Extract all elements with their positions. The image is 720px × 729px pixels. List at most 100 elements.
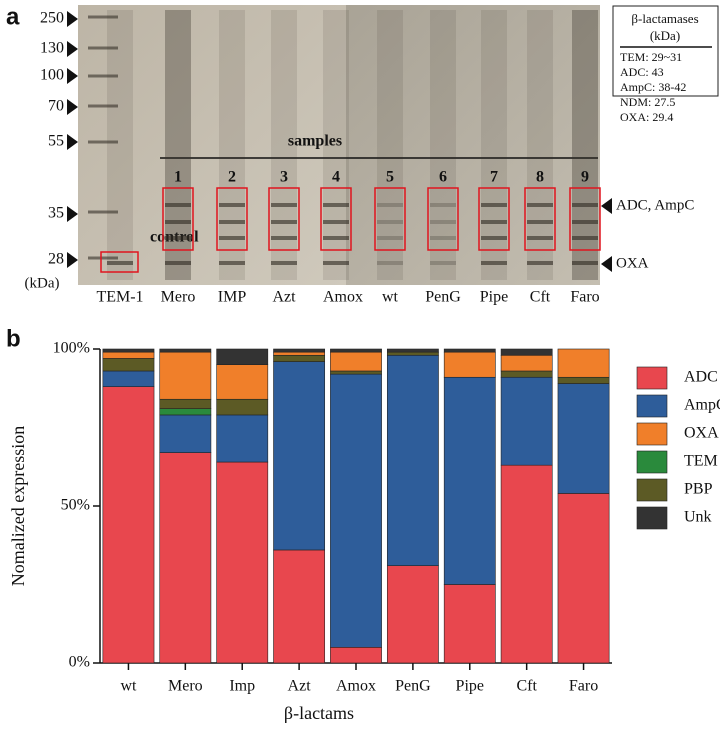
bar-segment [216, 364, 269, 400]
gel-band [481, 261, 507, 265]
marker-label: 250 [40, 10, 64, 27]
sample-number: 5 [386, 169, 394, 186]
gel-band [165, 236, 191, 240]
bar-segment [330, 370, 382, 375]
bar-segment [500, 370, 553, 378]
gel-legend-entry: NDM: 27.5 [620, 95, 675, 109]
gel-band [481, 203, 507, 207]
bar-segment [386, 354, 439, 566]
legend-swatch [636, 450, 668, 474]
bar-segment [443, 376, 496, 585]
sample-number: 2 [228, 169, 236, 186]
x-tick-label: wt [120, 678, 137, 695]
sample-number: 9 [581, 169, 589, 186]
legend-label: OXA [684, 425, 719, 442]
x-axis-label: β-lactams [284, 703, 354, 723]
y-axis-label: Nomalized expression [8, 426, 28, 586]
lane-box [569, 187, 601, 251]
x-tick-label: Cft [516, 678, 537, 695]
bar-segment [159, 414, 212, 453]
marker-arrow [67, 252, 78, 268]
panel-label: b [6, 325, 21, 352]
bar-segment [557, 376, 610, 384]
bar-segment [386, 348, 439, 353]
lane-box [268, 187, 300, 251]
sample-number: 6 [439, 169, 447, 186]
gel-band [527, 261, 553, 265]
band-arrow [601, 256, 612, 272]
gel-band [481, 220, 507, 224]
gel-band [572, 236, 598, 240]
gel-band [107, 261, 133, 265]
panel-label: a [6, 3, 20, 30]
bar-segment [386, 351, 439, 356]
lane-label: TEM-1 [96, 289, 143, 306]
gel-band [165, 203, 191, 207]
legend-label: Unk [684, 509, 712, 526]
bar-segment [557, 383, 610, 494]
x-tick-label: Pipe [456, 678, 484, 695]
bar-segment [443, 584, 496, 664]
x-tick-label: Amox [336, 678, 376, 695]
band-arrow [601, 198, 612, 214]
control-box [100, 251, 139, 273]
gel-band [527, 220, 553, 224]
lane-smear [219, 10, 245, 280]
bar-segment [102, 351, 155, 359]
bar-segment [273, 549, 326, 664]
bar-segment [102, 358, 155, 372]
gel-legend-entry: ADC: 43 [620, 65, 664, 79]
gel-band [271, 261, 297, 265]
x-tick-label: Faro [569, 678, 598, 695]
lane-label: Mero [161, 289, 196, 306]
marker-label: 28 [48, 251, 64, 268]
ladder-band [88, 140, 118, 144]
gel-legend-box [612, 5, 719, 97]
gel-band [430, 203, 456, 207]
marker-arrow [67, 41, 78, 57]
gel-band [323, 236, 349, 240]
lane-smear [107, 10, 133, 280]
marker-arrow [67, 99, 78, 115]
bar-segment [159, 348, 212, 353]
bar-segment [102, 348, 155, 353]
lane-box [162, 187, 194, 251]
marker-unit: (kDa) [25, 275, 60, 291]
y-tick-label: 100% [53, 340, 90, 357]
gel-legend-entry: OXA: 29.4 [620, 110, 673, 124]
gel-band [165, 220, 191, 224]
gel-band [572, 261, 598, 265]
gel-band [219, 236, 245, 240]
marker-arrow [67, 206, 78, 222]
bar-segment [159, 351, 212, 400]
sample-number: 3 [280, 169, 288, 186]
gel-band [430, 261, 456, 265]
lane-smear [271, 10, 297, 280]
marker-label: 70 [48, 98, 64, 115]
lane-smear [527, 10, 553, 280]
lane-smear [377, 10, 403, 280]
bar-segment [500, 348, 553, 356]
gel-band [377, 236, 403, 240]
x-tick-label: Mero [168, 678, 203, 695]
lane-smear [481, 10, 507, 280]
lane-smear [572, 10, 598, 280]
legend-label: AmpC [684, 397, 720, 414]
bar-segment [500, 354, 553, 372]
band-label: ADC, AmpC [616, 197, 694, 213]
x-tick-label: Azt [288, 678, 312, 695]
bar-segment [216, 461, 269, 664]
gel-band [430, 220, 456, 224]
gel-band [219, 203, 245, 207]
legend-label: TEM [684, 453, 718, 470]
sample-number: 7 [490, 169, 498, 186]
lane-smear [323, 10, 349, 280]
lane-label: Cft [530, 289, 551, 306]
marker-label: 55 [48, 133, 64, 150]
gel-band [572, 203, 598, 207]
ladder-band [88, 74, 118, 78]
bar-segment [330, 348, 382, 353]
gel-band [323, 261, 349, 265]
gel-band [430, 236, 456, 240]
samples-label: samples [288, 133, 342, 150]
